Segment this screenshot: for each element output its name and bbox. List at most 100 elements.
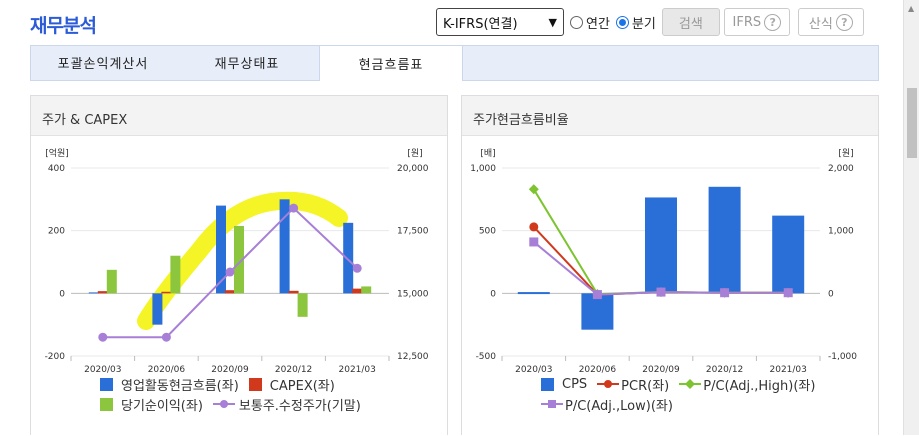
legend-label: CAPEX(좌) bbox=[269, 378, 335, 394]
legend-label: 당기순이익(좌) bbox=[121, 398, 203, 414]
bar-cps bbox=[517, 292, 550, 295]
tab-income-statement[interactable]: 포괄손익계산서 bbox=[57, 57, 149, 72]
legend-item[interactable]: 보통주.수정주가(기말) bbox=[212, 395, 361, 414]
legend-item[interactable]: CPS bbox=[541, 377, 587, 392]
formula-help-button[interactable]: 산식 ? bbox=[797, 8, 864, 36]
point-stock-price bbox=[225, 267, 235, 277]
legend-line-marker-icon bbox=[679, 379, 702, 389]
radio-annual[interactable]: 연간 bbox=[570, 13, 610, 32]
legend-label: CPS bbox=[562, 376, 588, 392]
chart-price-capex: 400 20,000 200 17,500 0 15,000 -200 12,500 [억원] [… bbox=[45, 147, 429, 375]
bar-net-income bbox=[234, 225, 244, 294]
chart-panel-pcr: 주가현금흐름비율 1,000 2,000 500 1,000 0 0 -500 -1,000 [… bbox=[461, 95, 879, 435]
x-tick-label: 2020/12 bbox=[706, 365, 743, 375]
legend-item[interactable]: 당기순이익(좌) bbox=[100, 395, 203, 414]
y-left-tick-label: -500 bbox=[476, 352, 497, 362]
legend-line-marker-icon bbox=[541, 400, 563, 408]
legend-swatch bbox=[541, 377, 554, 391]
bar-capex bbox=[97, 291, 108, 294]
legend-label: P/C(Adj.,High)(좌) bbox=[703, 378, 816, 394]
x-tick-label: 2020/12 bbox=[275, 365, 312, 375]
x-tick-label: 2021/03 bbox=[770, 365, 807, 375]
bar-capex bbox=[161, 291, 172, 294]
radio-annual-circle-icon bbox=[570, 15, 583, 29]
bar-net-income bbox=[170, 255, 181, 294]
x-tick-label: 2020/06 bbox=[148, 365, 186, 375]
bar-capex bbox=[225, 290, 235, 294]
y-left-tick-label: 0 bbox=[59, 289, 65, 299]
calc-label: 산식 bbox=[808, 16, 833, 32]
x-tick-label: 2021/03 bbox=[339, 365, 376, 375]
legend-swatch bbox=[248, 377, 262, 391]
y-left-tick-label: 200 bbox=[48, 227, 65, 237]
question-icon: ? bbox=[764, 13, 782, 31]
point-pc-low bbox=[783, 288, 793, 298]
ifrs-help-button[interactable]: IFRS ? bbox=[723, 8, 790, 36]
chart-pcr: 1,000 2,000 500 1,000 0 0 -500 -1,000 [배] [원] 2020… bbox=[470, 148, 857, 375]
legend-left: 영업활동현금흐름(좌) CAPEX(좌) 당기순이익(좌) 보통주.수정주가(기… bbox=[100, 374, 371, 414]
bar-net-income bbox=[106, 269, 117, 294]
bar-operating-cf bbox=[88, 292, 99, 294]
chevron-down-icon: ▼ bbox=[548, 15, 557, 29]
y-right-tick-label: 20,000 bbox=[397, 164, 429, 174]
panel-title: 주가현금흐름비율 bbox=[462, 96, 878, 136]
y-left-tick-label: 1,000 bbox=[470, 164, 496, 174]
y-right-tick-label: 1,000 bbox=[828, 227, 854, 237]
y-right-tick-label: 0 bbox=[828, 289, 834, 299]
y-right-unit-label: [원] bbox=[407, 148, 422, 159]
x-tick-label: 2020/09 bbox=[642, 365, 680, 375]
page-scrollbar[interactable]: ▲ bbox=[903, 0, 919, 435]
bar-net-income bbox=[297, 293, 308, 317]
y-right-tick-label: 15,000 bbox=[397, 289, 429, 299]
controls-bar: K-IFRS(연결) ▼ 연간 분기 검색 IFRS ? 산식 ? bbox=[436, 7, 864, 37]
y-left-tick-label: 400 bbox=[48, 164, 65, 174]
y-left-unit-label: [억원] bbox=[45, 147, 69, 159]
y-right-unit-label: [원] bbox=[838, 148, 853, 159]
legend-label: 보통주.수정주가(기말) bbox=[238, 398, 361, 414]
search-button[interactable]: 검색 bbox=[661, 8, 720, 36]
point-pc-low bbox=[656, 287, 666, 297]
point-pc-low bbox=[592, 290, 602, 300]
point-stock-price bbox=[352, 263, 362, 273]
point-pcr bbox=[529, 222, 539, 232]
page-title: 재무분석 bbox=[30, 15, 97, 37]
bar-cps bbox=[772, 215, 805, 294]
question-icon: ? bbox=[835, 13, 853, 31]
bar-cps bbox=[645, 197, 677, 294]
tab-balance-sheet[interactable]: 재무상태표 bbox=[214, 57, 280, 72]
y-left-tick-label: 0 bbox=[490, 289, 496, 299]
radio-quarter-circle-icon bbox=[615, 15, 629, 29]
scroll-up-arrow-icon[interactable]: ▲ bbox=[908, 4, 915, 13]
ifrs-label: IFRS bbox=[732, 14, 762, 30]
legend-label: PCR(좌) bbox=[621, 378, 670, 394]
legend-swatch bbox=[100, 377, 113, 391]
legend-swatch bbox=[100, 397, 113, 411]
point-stock-price bbox=[161, 332, 171, 342]
radio-quarter[interactable]: 분기 bbox=[615, 13, 656, 32]
bar-cps bbox=[708, 186, 741, 294]
bar-operating-cf bbox=[216, 205, 226, 294]
legend-item[interactable]: PCR(좌) bbox=[597, 375, 669, 394]
legend-item[interactable]: CAPEX(좌) bbox=[248, 375, 335, 394]
legend-label: P/C(Adj.,Low)(좌) bbox=[565, 398, 673, 414]
point-stock-price bbox=[98, 332, 108, 342]
x-tick-label: 2020/09 bbox=[211, 365, 249, 375]
legend-label: 영업활동현금흐름(좌) bbox=[121, 378, 239, 394]
bar-operating-cf bbox=[279, 199, 290, 294]
legend-item[interactable]: 영업활동현금흐름(좌) bbox=[100, 375, 239, 394]
accounting-standard-select[interactable]: K-IFRS(연결) ▼ bbox=[436, 8, 564, 36]
point-pc-high bbox=[528, 184, 539, 195]
bar-capex bbox=[352, 288, 363, 294]
tab-cash-flow[interactable]: 현금흐름표 bbox=[319, 45, 463, 81]
legend-item[interactable]: P/C(Adj.,High)(좌) bbox=[679, 375, 815, 394]
bar-operating-cf bbox=[152, 293, 163, 325]
y-left-unit-label: [배] bbox=[480, 148, 495, 159]
chart-panel-price-capex: 주가 & CAPEX 400 20,000 200 17,500 0 15,000 -200… bbox=[30, 95, 448, 435]
y-right-tick-label: 17,500 bbox=[397, 227, 429, 237]
legend-item[interactable]: P/C(Adj.,Low)(좌) bbox=[541, 395, 673, 414]
x-tick-label: 2020/03 bbox=[84, 365, 121, 375]
select-value: K-IFRS(연결) bbox=[443, 16, 518, 32]
y-left-tick-label: -200 bbox=[45, 352, 66, 362]
legend-line-marker-icon bbox=[212, 400, 235, 408]
scrollbar-thumb[interactable] bbox=[907, 88, 917, 158]
